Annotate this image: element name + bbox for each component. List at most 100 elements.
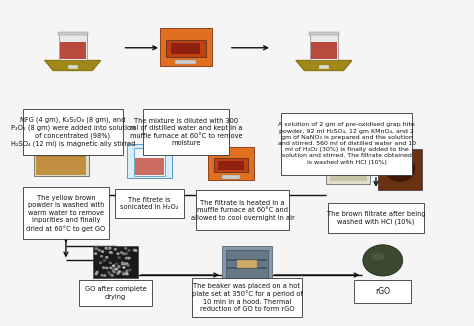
Circle shape <box>124 263 126 265</box>
FancyBboxPatch shape <box>116 189 184 218</box>
Circle shape <box>110 267 112 269</box>
Circle shape <box>120 252 123 253</box>
Circle shape <box>125 248 127 249</box>
FancyBboxPatch shape <box>214 158 248 172</box>
Circle shape <box>101 251 103 252</box>
FancyBboxPatch shape <box>175 60 196 65</box>
FancyBboxPatch shape <box>93 246 138 278</box>
FancyBboxPatch shape <box>378 149 422 190</box>
FancyBboxPatch shape <box>59 32 87 61</box>
Circle shape <box>123 273 125 274</box>
Circle shape <box>129 269 131 271</box>
FancyBboxPatch shape <box>23 187 109 239</box>
Circle shape <box>95 273 97 275</box>
Circle shape <box>100 256 102 257</box>
Circle shape <box>128 258 130 259</box>
FancyBboxPatch shape <box>319 66 329 69</box>
FancyBboxPatch shape <box>281 112 412 174</box>
FancyBboxPatch shape <box>135 158 164 175</box>
Text: GO after complete
drying: GO after complete drying <box>85 286 146 300</box>
FancyBboxPatch shape <box>226 250 268 278</box>
Circle shape <box>126 274 128 275</box>
FancyBboxPatch shape <box>227 259 267 261</box>
FancyBboxPatch shape <box>311 42 337 59</box>
Circle shape <box>106 267 108 269</box>
FancyBboxPatch shape <box>237 260 257 268</box>
Circle shape <box>101 274 103 276</box>
Circle shape <box>100 262 101 263</box>
FancyBboxPatch shape <box>79 280 152 306</box>
FancyBboxPatch shape <box>354 280 411 303</box>
Circle shape <box>109 262 111 264</box>
FancyBboxPatch shape <box>192 278 301 317</box>
Circle shape <box>111 252 113 254</box>
Text: A solution of 2 gm of pre-oxidised grap hite
powder, 92 ml H₂SO₄, 12 gm KMnO₄, a: A solution of 2 gm of pre-oxidised grap … <box>278 123 416 165</box>
Circle shape <box>98 249 100 251</box>
FancyBboxPatch shape <box>36 157 86 174</box>
Circle shape <box>116 263 118 264</box>
Text: The brown filtrate after being
washed with HCl (10%): The brown filtrate after being washed wi… <box>327 211 425 225</box>
Ellipse shape <box>384 156 415 182</box>
Text: The beaker was placed on a hot
plate set at 350°C for a period of
10 min in a ho: The beaker was placed on a hot plate set… <box>191 283 302 312</box>
FancyBboxPatch shape <box>209 147 254 180</box>
Circle shape <box>125 253 128 254</box>
Circle shape <box>123 253 125 255</box>
Text: The fitrete is
sonicated in H₂O₂: The fitrete is sonicated in H₂O₂ <box>120 197 179 210</box>
FancyBboxPatch shape <box>143 109 229 155</box>
FancyBboxPatch shape <box>330 161 366 181</box>
Circle shape <box>121 262 124 263</box>
FancyBboxPatch shape <box>160 28 212 66</box>
Circle shape <box>107 248 109 249</box>
FancyBboxPatch shape <box>328 203 424 233</box>
Circle shape <box>105 247 107 249</box>
Circle shape <box>135 250 137 251</box>
FancyBboxPatch shape <box>127 144 172 178</box>
Circle shape <box>127 265 129 266</box>
Circle shape <box>126 263 128 264</box>
FancyBboxPatch shape <box>166 40 206 56</box>
Circle shape <box>104 260 106 261</box>
Circle shape <box>126 257 128 259</box>
Circle shape <box>109 247 111 249</box>
Circle shape <box>95 253 97 254</box>
FancyBboxPatch shape <box>134 148 165 176</box>
Circle shape <box>118 257 120 258</box>
Circle shape <box>104 275 106 276</box>
FancyBboxPatch shape <box>227 267 267 269</box>
Circle shape <box>128 250 130 251</box>
FancyBboxPatch shape <box>309 32 339 35</box>
Text: The mixture is diluted with 300
ml of distilled water and kept in a
muffle furna: The mixture is diluted with 300 ml of di… <box>129 118 242 146</box>
FancyBboxPatch shape <box>222 246 272 281</box>
Polygon shape <box>45 61 100 70</box>
Circle shape <box>111 275 113 276</box>
Circle shape <box>117 273 119 274</box>
Circle shape <box>113 265 115 266</box>
Circle shape <box>109 252 111 253</box>
FancyBboxPatch shape <box>60 42 85 59</box>
Text: rGO: rGO <box>375 287 390 296</box>
FancyBboxPatch shape <box>222 175 240 179</box>
Circle shape <box>115 268 117 270</box>
Circle shape <box>96 271 98 273</box>
Circle shape <box>134 249 136 251</box>
FancyBboxPatch shape <box>196 190 289 230</box>
Ellipse shape <box>372 253 385 260</box>
FancyBboxPatch shape <box>171 43 201 54</box>
FancyBboxPatch shape <box>68 66 78 69</box>
FancyBboxPatch shape <box>36 146 86 157</box>
Circle shape <box>102 267 105 268</box>
FancyBboxPatch shape <box>310 32 338 61</box>
Circle shape <box>123 267 125 268</box>
Circle shape <box>118 266 120 267</box>
Circle shape <box>112 270 114 271</box>
Circle shape <box>118 272 119 273</box>
FancyBboxPatch shape <box>23 109 123 155</box>
Circle shape <box>106 257 108 258</box>
FancyBboxPatch shape <box>326 153 370 184</box>
Circle shape <box>117 267 119 268</box>
Circle shape <box>108 272 110 273</box>
Circle shape <box>109 273 111 275</box>
Circle shape <box>126 273 128 274</box>
Text: NFG (4 gm), K₂S₂O₈ (8 gm), and
P₂O₅ (8 gm) were added into solution
of concentra: NFG (4 gm), K₂S₂O₈ (8 gm), and P₂O₅ (8 g… <box>10 117 135 147</box>
Circle shape <box>114 268 116 270</box>
